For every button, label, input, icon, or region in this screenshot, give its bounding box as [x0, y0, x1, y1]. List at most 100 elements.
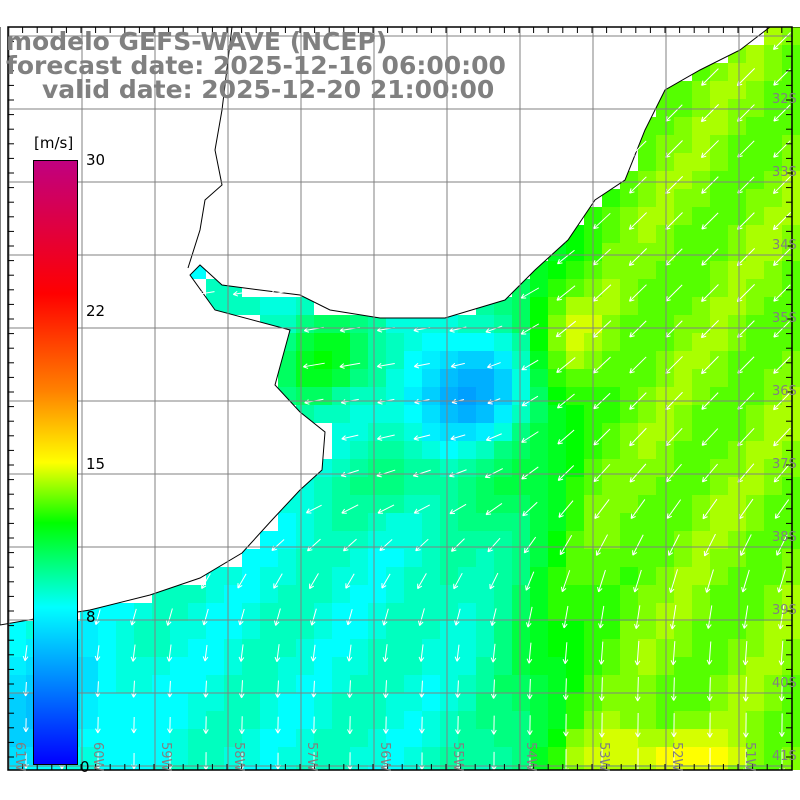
- wind-speed-cell: [620, 441, 638, 459]
- wind-arrow: [740, 534, 752, 556]
- wind-speed-cell: [116, 639, 134, 657]
- wind-speed-cell: [728, 63, 746, 81]
- wind-arrow: [22, 645, 29, 662]
- valid-date: valid date: 2025-12-20 21:00:00: [42, 75, 495, 104]
- wind-speed-cell: [224, 657, 242, 675]
- wind-speed-cell: [638, 387, 656, 405]
- wind-arrow: [742, 676, 749, 702]
- wind-speed-cell: [746, 297, 764, 315]
- wind-speed-cell: [782, 729, 800, 747]
- wind-speed-cell: [458, 531, 476, 549]
- wind-speed-cell: [656, 603, 674, 621]
- wind-speed-cell: [422, 747, 440, 765]
- wind-speed-cell: [386, 675, 404, 693]
- wind-speed-cell: [422, 567, 440, 585]
- wind-speed-cell: [710, 135, 728, 153]
- wind-speed-cell: [692, 153, 710, 171]
- wind-speed-cell: [440, 747, 458, 765]
- latitude-label: 39S: [772, 603, 797, 618]
- wind-speed-cell: [692, 549, 710, 567]
- wind-speed-cell: [710, 657, 728, 675]
- wind-speed-cell: [710, 297, 728, 315]
- wind-speed-cell: [512, 711, 530, 729]
- wind-speed-cell: [512, 585, 530, 603]
- wind-arrow: [526, 678, 533, 700]
- wind-speed-cell: [368, 495, 386, 513]
- wind-speed-cell: [764, 63, 782, 81]
- wind-speed-cell: [116, 747, 134, 765]
- wind-speed-cell: [746, 567, 764, 585]
- wind-speed-cell: [710, 495, 728, 513]
- wind-speed-cell: [692, 171, 710, 189]
- wind-speed-cell: [386, 711, 404, 729]
- wind-speed-cell: [764, 153, 782, 171]
- wind-speed-cell: [746, 747, 764, 765]
- wind-speed-cell: [476, 333, 494, 351]
- wind-speed-cell: [764, 765, 782, 770]
- wind-speed-cell: [566, 765, 584, 770]
- wind-speed-cell: [296, 657, 314, 675]
- wind-speed-cell: [566, 567, 584, 585]
- wind-speed-cell: [422, 441, 440, 459]
- wind-speed-cell: [602, 297, 620, 315]
- wind-speed-cell: [782, 639, 800, 657]
- wind-speed-cell: [620, 225, 638, 243]
- wind-arrow: [238, 644, 245, 662]
- wind-arrow: [305, 504, 322, 514]
- wind-speed-cell: [728, 621, 746, 639]
- wind-speed-cell: [458, 585, 476, 603]
- wind-speed-cell: [440, 675, 458, 693]
- wind-speed-cell: [332, 513, 350, 531]
- wind-arrow: [562, 678, 569, 700]
- wind-speed-cell: [764, 405, 782, 423]
- wind-arrow: [593, 212, 611, 230]
- wind-speed-cell: [692, 513, 710, 531]
- wind-speed-cell: [638, 747, 656, 765]
- wind-speed-cell: [188, 711, 206, 729]
- wind-speed-cell: [134, 711, 152, 729]
- wind-speed-cell: [656, 747, 674, 765]
- wind-speed-cell: [134, 621, 152, 639]
- wind-speed-cell: [620, 693, 638, 711]
- wind-speed-cell: [440, 567, 458, 585]
- wind-speed-cell: [728, 171, 746, 189]
- wind-speed-cell: [458, 765, 476, 770]
- wind-speed-cell: [188, 603, 206, 621]
- wind-speed-cell: [602, 387, 620, 405]
- wind-speed-cell: [206, 693, 224, 711]
- wind-speed-cell: [98, 603, 116, 621]
- wind-speed-cell: [674, 675, 692, 693]
- wind-speed-cell: [350, 585, 368, 603]
- wind-speed-cell: [422, 459, 440, 477]
- wind-speed-cell: [332, 711, 350, 729]
- wind-speed-cell: [782, 693, 800, 711]
- wind-speed-cell: [548, 369, 566, 387]
- wind-speed-cell: [746, 171, 764, 189]
- wind-speed-cell: [422, 405, 440, 423]
- wind-speed-cell: [674, 441, 692, 459]
- wind-speed-cell: [764, 45, 782, 63]
- wind-speed-cell: [296, 513, 314, 531]
- wind-speed-cell: [530, 531, 548, 549]
- wind-speed-cell: [674, 189, 692, 207]
- wind-speed-cell: [530, 387, 548, 405]
- wind-speed-cell: [764, 369, 782, 387]
- wind-speed-cell: [386, 441, 404, 459]
- wind-speed-cell: [674, 693, 692, 711]
- wind-speed-cell: [224, 711, 242, 729]
- wind-speed-cell: [188, 657, 206, 675]
- wind-speed-cell: [620, 261, 638, 279]
- wind-arrow: [776, 534, 788, 556]
- wind-speed-cell: [746, 513, 764, 531]
- wind-speed-cell: [674, 603, 692, 621]
- wind-speed-cell: [674, 135, 692, 153]
- latitude-label: 32S: [772, 92, 797, 107]
- wind-speed-cell: [692, 747, 710, 765]
- wind-speed-cell: [746, 657, 764, 675]
- wind-speed-cell: [242, 747, 260, 765]
- wind-speed-cell: [746, 117, 764, 135]
- wind-arrow: [273, 573, 283, 589]
- wind-speed-cell: [746, 585, 764, 603]
- wind-speed-cell: [692, 711, 710, 729]
- wind-speed-cell: [530, 351, 548, 369]
